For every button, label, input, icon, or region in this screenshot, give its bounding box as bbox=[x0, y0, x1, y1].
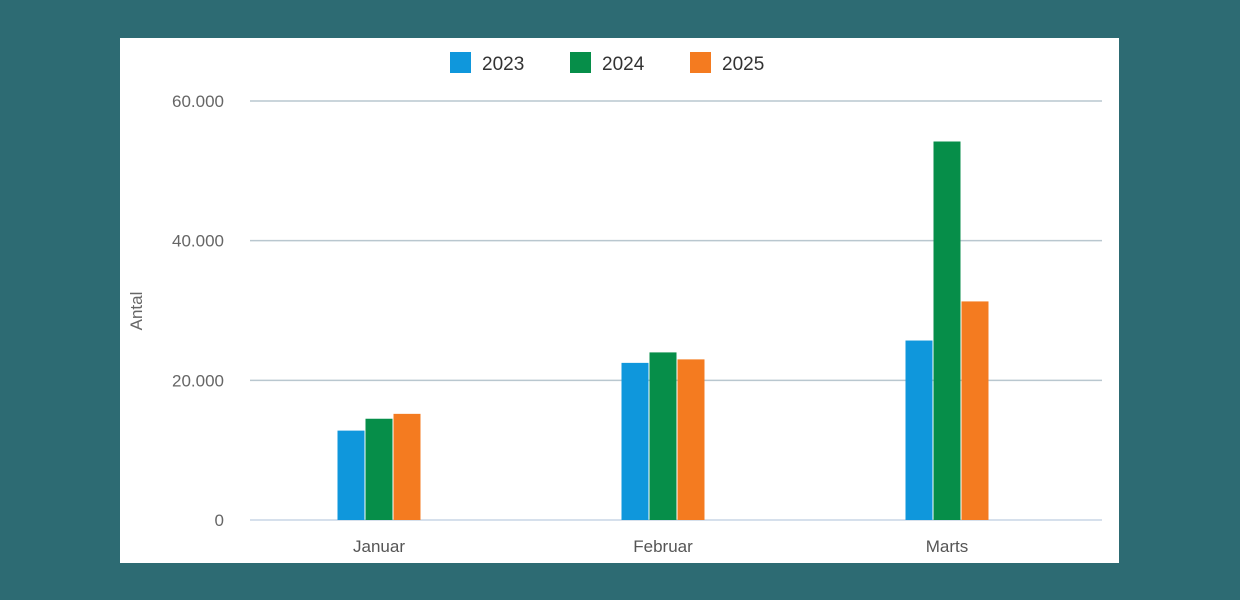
legend: 2023 2024 2025 bbox=[450, 52, 764, 75]
bar-2024-februar bbox=[649, 352, 677, 520]
x-tick-label: Januar bbox=[353, 537, 405, 556]
bar-2023-februar bbox=[621, 362, 649, 520]
legend-swatch-2025 bbox=[690, 52, 711, 73]
y-axis-ticks: 0 20.000 40.000 60.000 bbox=[172, 92, 224, 530]
bar-2025-marts bbox=[961, 301, 989, 520]
chart-card: 0 20.000 40.000 60.000 Antal Januar Februar M… bbox=[120, 38, 1119, 563]
legend-label-2025: 2025 bbox=[722, 54, 764, 75]
bar-chart: 0 20.000 40.000 60.000 Antal Januar Februar M… bbox=[127, 52, 1102, 556]
legend-swatch-2024 bbox=[570, 52, 591, 73]
x-axis-labels: Januar Februar Marts bbox=[353, 537, 968, 556]
x-tick-label: Marts bbox=[926, 537, 969, 556]
bar-2025-februar bbox=[677, 359, 705, 520]
legend-swatch-2023 bbox=[450, 52, 471, 73]
legend-label-2023: 2023 bbox=[482, 54, 524, 75]
y-tick-label: 60.000 bbox=[172, 92, 224, 111]
legend-label-2024: 2024 bbox=[602, 54, 645, 75]
y-tick-label: 20.000 bbox=[172, 371, 224, 390]
y-axis-title: Antal bbox=[127, 292, 146, 331]
bar-2024-januar bbox=[365, 418, 393, 520]
bar-2025-januar bbox=[393, 413, 421, 520]
bar-2023-marts bbox=[905, 340, 933, 520]
bar-2023-januar bbox=[337, 430, 365, 520]
bar-2024-marts bbox=[933, 141, 961, 520]
y-tick-label: 40.000 bbox=[172, 232, 224, 251]
y-tick-label: 0 bbox=[215, 511, 224, 530]
x-tick-label: Februar bbox=[633, 537, 693, 556]
bars bbox=[337, 141, 989, 520]
